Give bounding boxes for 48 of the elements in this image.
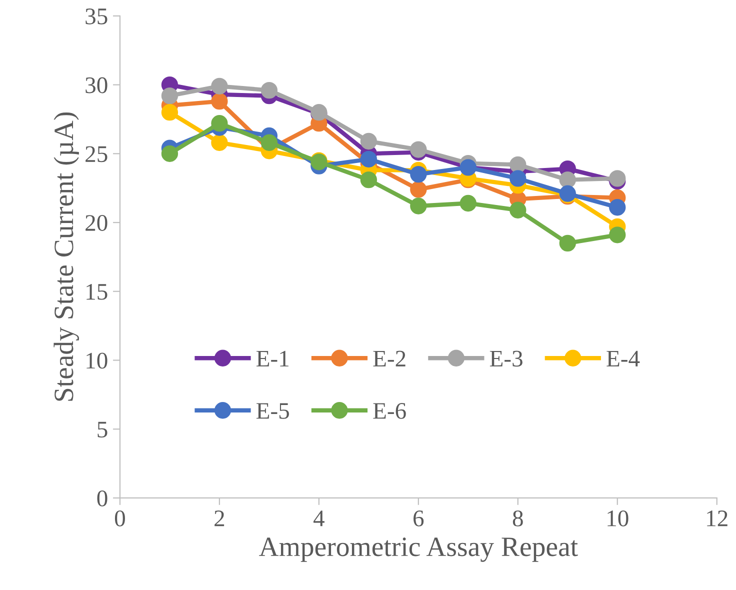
legend-label: E-3 xyxy=(490,350,522,367)
point xyxy=(510,202,526,218)
legend-label: E-2 xyxy=(373,350,406,366)
point xyxy=(161,87,178,104)
x-tick-label: 10 xyxy=(608,510,628,526)
legend-label: E-6 xyxy=(373,403,406,419)
point xyxy=(609,170,626,187)
point xyxy=(360,132,378,150)
y-tick-label: 30 xyxy=(86,77,108,94)
point xyxy=(410,141,427,158)
legend-label: E-5 xyxy=(256,403,289,419)
y-tick-label: 10 xyxy=(86,352,108,369)
point xyxy=(410,181,427,198)
point xyxy=(211,78,228,95)
point xyxy=(211,134,228,151)
y-tick-label: 25 xyxy=(86,146,108,162)
y-tick-label: 20 xyxy=(86,215,108,231)
x-axis-title: Amperometric Assay Repeat xyxy=(259,538,578,562)
x-tick-label: 4 xyxy=(313,510,324,526)
point xyxy=(211,115,228,132)
legend-label: E-1 xyxy=(256,350,288,366)
point xyxy=(609,199,626,216)
x-tick-label: 12 xyxy=(707,510,728,526)
point xyxy=(161,145,178,162)
x-tick-label: 2 xyxy=(214,510,224,526)
point xyxy=(360,150,378,168)
point xyxy=(460,194,476,212)
point xyxy=(260,134,278,151)
point xyxy=(510,156,526,174)
point xyxy=(609,226,626,244)
legend-label: E-4 xyxy=(606,350,640,366)
point xyxy=(410,198,427,214)
y-tick-label: 5 xyxy=(98,422,108,438)
x-tick-label: 0 xyxy=(114,510,125,526)
y-tick-label: 0 xyxy=(97,490,108,506)
point xyxy=(161,104,178,121)
x-tick-label: 8 xyxy=(512,510,523,526)
y-tick-label: 15 xyxy=(86,284,108,300)
point xyxy=(559,171,576,188)
point xyxy=(211,92,228,110)
point xyxy=(559,234,576,252)
y-tick-label: 35 xyxy=(86,8,108,24)
y-axis-title: Steady State Current (µA) xyxy=(54,112,79,401)
point xyxy=(510,170,526,187)
point xyxy=(410,166,427,183)
point xyxy=(360,171,378,188)
point xyxy=(260,82,278,99)
x-tick-label: 6 xyxy=(414,510,424,526)
